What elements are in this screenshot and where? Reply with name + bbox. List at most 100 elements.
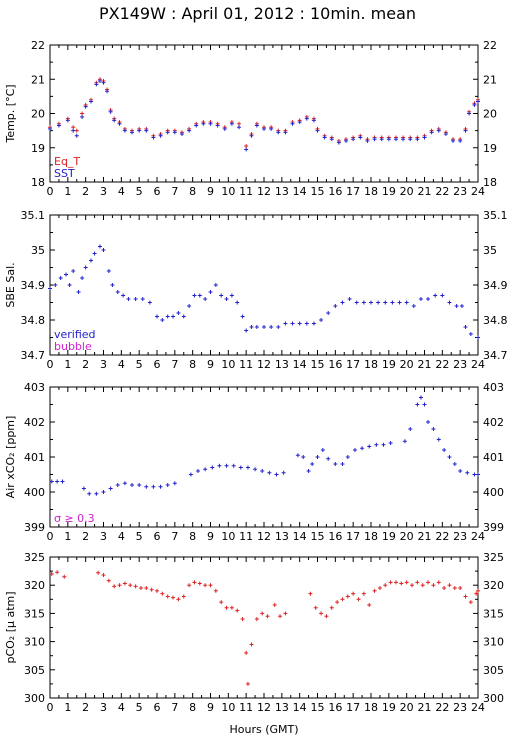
y-axis-label: SBE Sal. [4,262,17,307]
data-point [115,290,120,294]
data-point [237,125,242,130]
data-point [97,244,102,249]
y-tick-label-right: 35.1 [483,209,508,222]
data-point [208,290,213,294]
y-tick-label: 21 [31,73,45,86]
data-point [89,258,94,263]
data-point [83,265,88,270]
plot-frame [49,386,479,528]
data-point [71,125,76,130]
data-point [101,80,106,85]
y-tick-label-right: 305 [483,664,504,677]
data-point [304,321,309,326]
data-point [295,453,300,458]
data-point [429,130,434,135]
y-tick-label-right: 19 [483,142,497,155]
x-tick-label: 17 [346,530,360,543]
plot-frame [49,556,479,699]
data-point [468,600,473,605]
data-point [115,483,120,487]
data-point [411,304,416,308]
data-point [415,137,420,142]
x-tick-label: 16 [328,358,342,371]
y-tick-label: 325 [24,551,45,564]
x-tick-label: 23 [453,701,467,714]
y-tick-label: 34.7 [21,349,46,362]
data-point [415,402,420,407]
data-point [422,402,427,407]
data-point [217,463,222,468]
data-point [224,463,229,468]
y-tick-label: 19 [31,142,45,155]
data-point [101,490,106,494]
data-point [372,137,377,142]
x-tick-label: 12 [257,701,271,714]
data-point [122,128,127,133]
data-point [269,126,274,131]
data-point [436,580,441,585]
data-point [144,484,149,489]
data-point [426,420,431,424]
legend-entry: bubble [54,340,92,353]
y-tick-label: 35.1 [21,209,46,222]
panel-4: 0 1 2 3 4 5 6 7 8 9 10 11 12 13 14 15 16 17 18 19 20 21 22 23 24… [4,551,504,714]
data-point [55,570,60,575]
data-point [254,617,259,622]
series-1 [49,395,480,496]
x-tick-label: 16 [328,530,342,543]
data-point [149,587,154,592]
data-point [105,89,110,94]
data-point [463,325,468,329]
data-point [176,597,181,602]
data-point [335,600,340,605]
data-point [313,605,318,610]
data-point [171,314,176,319]
data-point [160,318,165,322]
x-tick-label: 15 [311,358,325,371]
data-point [458,586,463,591]
x-tick-label: 23 [453,185,467,198]
x-tick-label: 10 [221,530,235,543]
y-tick-label: 22 [31,39,45,52]
x-tick-label: 13 [275,358,289,371]
data-point [458,138,463,143]
data-point [94,82,99,87]
legend-entry: SST [54,167,75,180]
data-point [418,297,423,301]
y-tick-label-right: 21 [483,73,497,86]
y-tick-label-right: 325 [483,551,504,564]
data-point [265,614,270,619]
data-point [365,138,370,143]
x-tick-label: 5 [136,185,143,198]
x-tick-label: 8 [189,701,196,714]
y-tick-label-right: 34.8 [483,314,508,327]
series-1 [49,570,480,686]
data-point [219,293,224,298]
data-point [130,483,135,487]
data-point [94,491,99,496]
data-point [463,594,468,599]
y-axis-label: Temp. [°C] [4,84,17,143]
y-tick-label: 34.9 [21,279,46,292]
data-point [197,293,202,298]
data-point [158,484,163,489]
x-tick-label: 24 [471,530,485,543]
data-point [447,455,452,459]
data-point [452,462,457,466]
x-tick-label: 4 [118,530,125,543]
x-tick-label: 9 [207,530,214,543]
data-point [229,121,234,126]
data-point [310,462,315,466]
data-point [144,128,149,133]
y-tick-label: 34.8 [21,314,46,327]
data-point [297,321,302,326]
data-point [165,314,170,319]
x-tick-label: 22 [435,530,449,543]
data-point [55,479,60,484]
y-tick-label: 401 [24,451,45,464]
data-point [106,269,111,273]
x-tick-label: 9 [207,358,214,371]
data-point [208,583,213,588]
data-point [451,138,456,143]
data-point [386,137,391,142]
